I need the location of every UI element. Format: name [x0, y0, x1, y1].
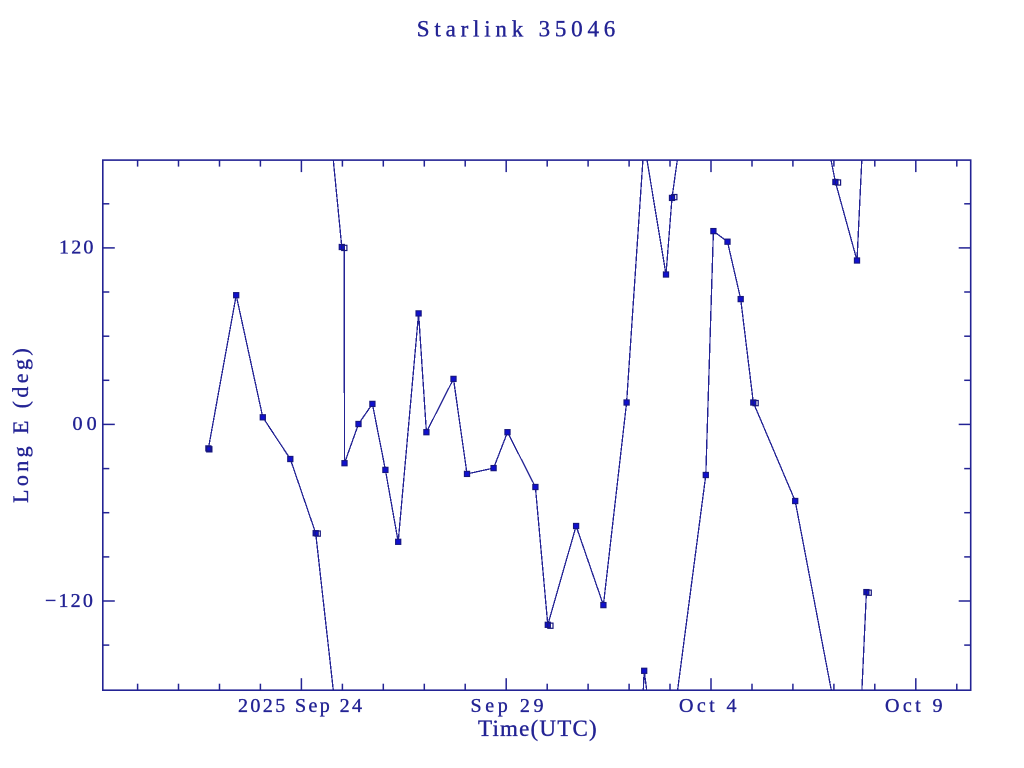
svg-text:Time(UTC): Time(UTC)	[478, 716, 598, 741]
svg-text:−120: −120	[45, 590, 95, 612]
svg-text:120: 120	[59, 237, 96, 259]
svg-text:2025 Sep 24: 2025 Sep 24	[238, 695, 364, 717]
svg-text:Starlink 35046: Starlink 35046	[417, 17, 620, 42]
svg-text:Oct 9: Oct 9	[885, 695, 946, 717]
svg-text:00: 00	[73, 413, 101, 435]
svg-text:Oct 4: Oct 4	[679, 695, 740, 717]
svg-text:Long E (deg): Long E (deg)	[8, 345, 33, 503]
svg-text:Sep 29: Sep 29	[471, 695, 548, 717]
